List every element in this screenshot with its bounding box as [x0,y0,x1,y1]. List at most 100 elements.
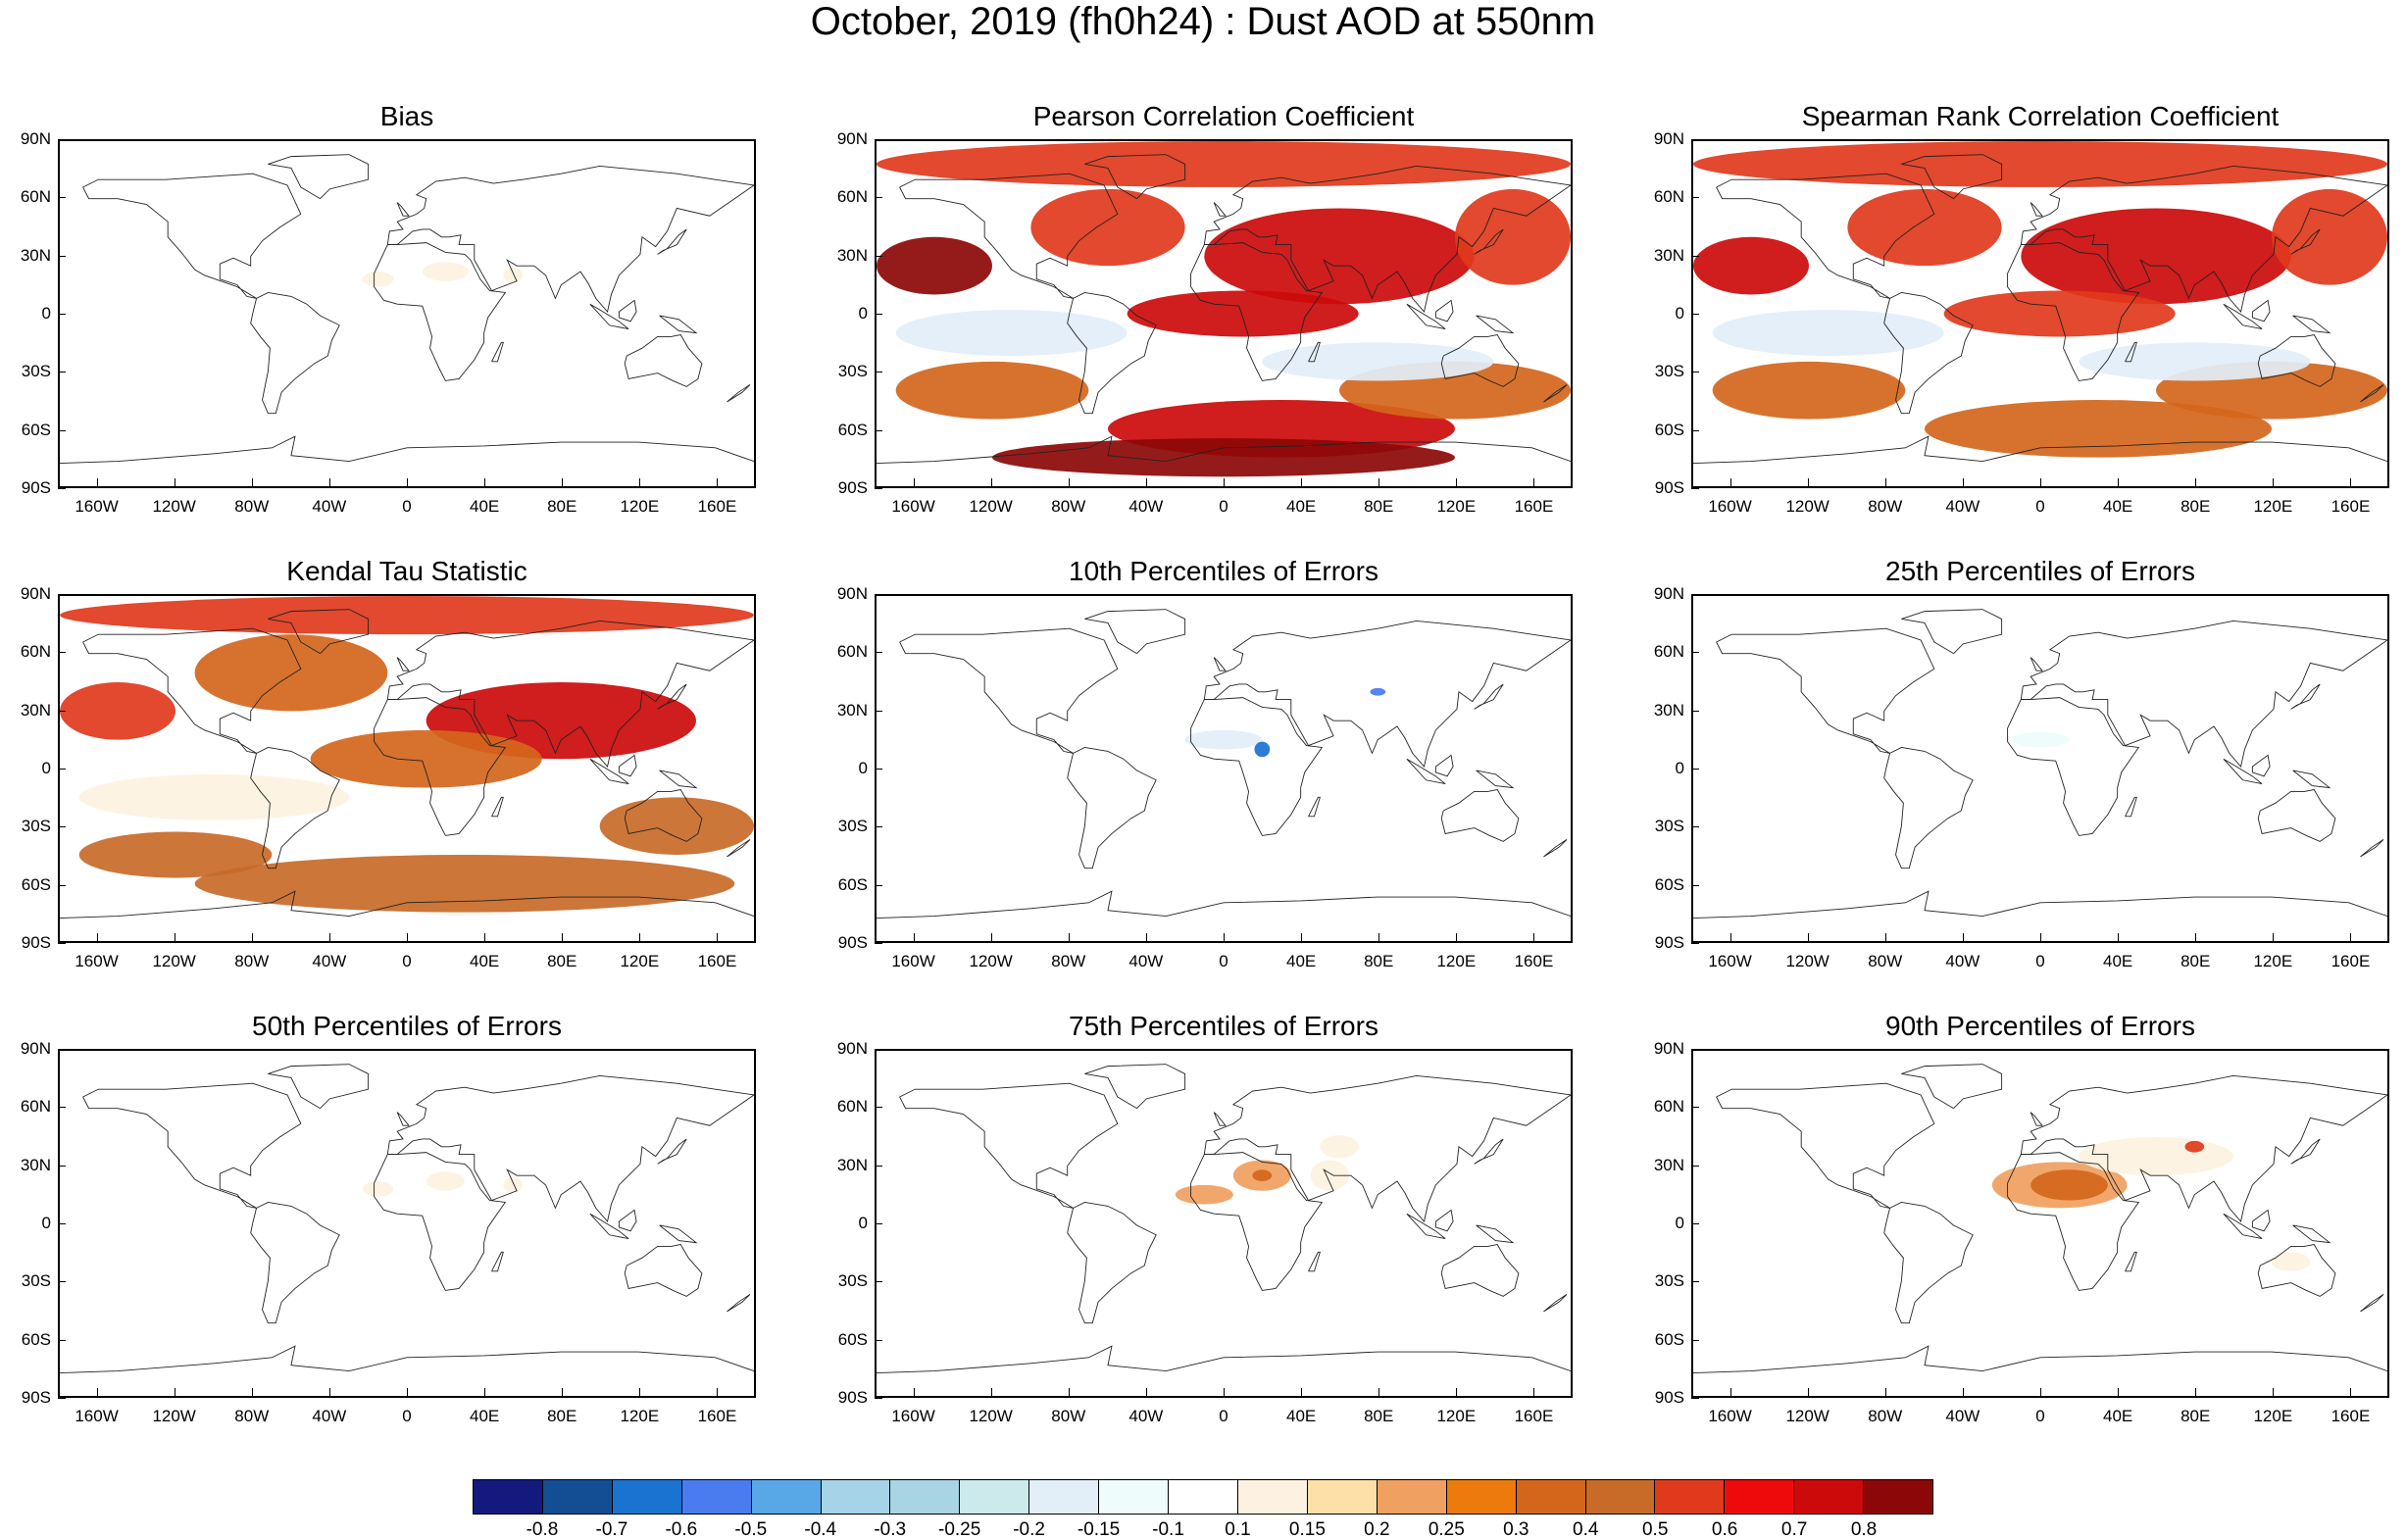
lon-tick-label: 40E [1285,497,1317,516]
lon-tick [328,933,330,943]
lon-tick-label: 0 [1219,1407,1228,1425]
map-panel: Bias 90N 60N 30N 0 30S 60S 90S 160W 120W 80W 40W 0 40… [0,92,756,516]
lat-tick-label: 90S [837,1388,868,1407]
coastline [1716,627,1935,754]
panel-title: 75th Percentiles of Errors [1069,1011,1378,1041]
coastline [1901,1064,2003,1110]
colorbar-label: -0.2 [1013,1519,1045,1540]
colorbar-box [1307,1480,1378,1514]
lon-tick [1378,478,1380,488]
lon-tick [639,933,641,943]
lon-tick-label: 120W [969,497,1013,516]
colorbar-label: -0.8 [526,1519,559,1540]
field-shading [362,1180,394,1197]
field-shading [1693,141,2387,187]
lat-tick [58,1107,66,1109]
lat-tick-label: 0 [1675,759,1684,777]
lon-tick-label: 40W [1128,1407,1164,1425]
colorbar-label: 0.5 [1641,1519,1669,1540]
lon-tick [1456,478,1458,488]
lon-tick [1729,478,1731,488]
coastline [2223,303,2263,330]
panel-title: 90th Percentiles of Errors [1885,1011,2195,1041]
coastline [1434,1209,1454,1232]
coastline [2251,1209,2271,1232]
lat-tick-label: 90N [836,584,868,603]
colorbar-box [1794,1480,1865,1514]
lon-tick-label: 40E [1285,952,1317,970]
lat-tick [1691,1165,1699,1167]
lon-tick-label: 40W [1128,952,1164,970]
coastline [727,1294,751,1313]
coastline [2257,1244,2336,1297]
lat-tick-label: 30N [836,1155,868,1174]
field-shading [194,634,388,712]
coastline [1901,609,2003,655]
lon-tick [639,1388,641,1398]
colorbar-label: 0.15 [1288,1519,1326,1540]
field-shading [877,236,992,295]
lat-tick-label: 0 [858,1214,868,1232]
coastline [727,384,751,403]
colorbar-box [474,1480,543,1514]
lat-tick [58,652,66,654]
lon-tick [1378,1388,1380,1398]
coastline [1203,620,1571,768]
lon-tick-label: 120W [1785,497,1830,516]
coastline [618,1209,637,1232]
lat-tick [58,1339,66,1341]
lon-tick [2273,478,2275,488]
lat-tick-label: 0 [858,759,868,777]
lat-tick-label: 60N [1653,1097,1684,1117]
coastline [659,315,698,334]
lon-tick [1224,933,1225,943]
lat-tick [875,1107,882,1109]
field-shading [2011,731,2070,748]
coastline [1883,291,1974,415]
lon-tick-label: 80W [1051,952,1086,970]
coastline [1308,341,1321,363]
lat-tick-label: 90S [837,478,868,497]
map-panel: Kendal Tau Statistic 90N 60N 30N 0 30S 60S 90S 1… [0,547,756,970]
field-shading [895,361,1089,420]
coastline [60,1345,754,1374]
lon-tick [1807,478,1809,488]
colorbar-label: 0.2 [1364,1519,1390,1540]
lon-tick [2273,1388,2275,1398]
lon-tick-label: 160E [1514,1407,1554,1425]
coastline [1440,334,1520,387]
lon-tick-label: 120W [152,1407,196,1425]
lat-tick-label: 30S [1654,362,1684,381]
coastline [877,435,1571,465]
lat-tick-label: 90S [21,933,51,952]
map-area [1691,1049,2389,1398]
lon-tick-label: 80W [1868,1407,1903,1425]
lon-tick-label: 80E [1364,497,1394,516]
lon-tick [96,478,98,488]
colorbar-label: -0.3 [874,1519,907,1540]
coastline [1190,242,1324,381]
coastline [2020,620,2387,768]
lat-tick-label: 60N [20,642,51,662]
map-panel: 90th Percentiles of Errors 90N 60N 30N 0 30S 6… [1633,1002,2389,1425]
lat-tick [875,884,882,886]
map-svg [60,1064,754,1374]
panel-title: 25th Percentiles of Errors [1885,556,2195,586]
lon-tick-label: 120E [620,1407,660,1425]
lat-tick [58,1049,66,1050]
colorbar-label: -0.7 [595,1519,628,1540]
field-shading [1254,741,1271,758]
coastline [374,1152,507,1291]
lat-tick [58,429,66,431]
lat-tick-label: 30N [1653,700,1684,720]
coastline [2125,1251,2137,1272]
lon-tick-label: 40W [312,497,347,516]
colorbar-box [1864,1480,1933,1514]
lon-tick-label: 120W [969,952,1013,970]
lon-tick [2040,1388,2041,1398]
lat-tick [875,1223,882,1224]
lon-tick [251,478,253,488]
field-shading [599,797,754,855]
lon-tick-label: 40E [1285,1407,1317,1425]
coastline [1883,746,1974,869]
